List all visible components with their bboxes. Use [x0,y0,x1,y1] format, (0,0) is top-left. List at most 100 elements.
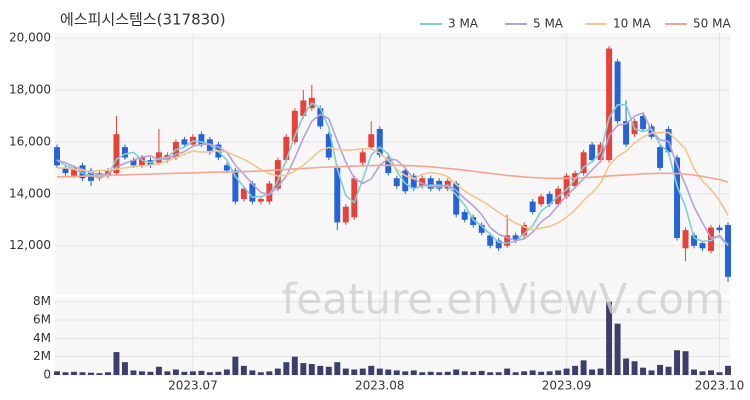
candle-body [300,100,307,117]
volume-bar [461,371,468,375]
candle-body [716,227,723,231]
candle-body [708,227,714,251]
volume-bar [274,368,281,375]
volume-bar [589,369,596,375]
y-tick-label: 16,000 [9,134,51,148]
volume-bar [138,371,145,375]
legend-label: 10 MA [613,17,651,31]
volume-bar [223,369,230,375]
volume-bar [563,368,570,375]
candle-body [504,235,511,246]
volume-bar [300,363,307,375]
candle-body [682,230,689,249]
candle-body [54,147,60,166]
candle-body [368,134,375,148]
candle-body [453,183,460,215]
volume-bar [376,368,383,375]
volume-bar [164,371,171,375]
y-tick-label: 2M [33,349,51,363]
volume-bar [648,370,655,375]
watermark: feature.enViewV.com [282,275,725,324]
candle-body [657,147,664,168]
candle-body [240,188,247,200]
candle-body [181,139,188,145]
volume-bar [104,372,111,375]
candle-body [393,178,400,187]
candle-body [283,136,290,161]
y-tick-label: 0 [43,368,51,382]
candle-body [113,134,120,174]
candle-body [580,152,587,174]
volume-bar [79,372,86,375]
candle-body [419,178,426,187]
candle-body [291,110,298,142]
candle-body [155,152,162,163]
candle-body [691,235,697,246]
volume-bar [631,361,638,375]
volume-bar [325,366,332,375]
volume-bar [546,371,553,375]
candle-body [563,175,570,197]
volume-bar [283,362,290,375]
volume-bar [54,371,60,375]
candle-body [223,165,230,171]
candle-body [478,224,485,233]
volume-bar [266,371,273,375]
volume-bar [198,370,205,375]
volume-bar [504,368,511,375]
candle-body [529,201,536,212]
candle-body [640,116,647,129]
volume-bar [614,323,621,375]
volume-bar [572,365,579,375]
volume-bar [640,367,647,375]
candle-body [606,48,613,161]
volume-bar [147,371,154,375]
y-tick-label: 14,000 [9,186,51,200]
volume-bar [444,371,451,375]
x-tick-label: 2023.07 [168,379,218,393]
volume-bar [606,301,613,375]
volume-bar [155,366,162,375]
candle-body [487,235,494,246]
x-tick-label: 2023.10 [695,379,745,393]
candle-body [470,217,477,225]
y-tick-label: 6M [33,313,51,327]
volume-bar [725,365,731,375]
y-tick-label: 18,000 [9,83,51,97]
volume-bar [555,370,562,375]
x-tick-label: 2023.08 [355,379,405,393]
volume-bar [657,364,664,375]
volume-bar [495,372,502,375]
volume-bar [359,368,366,375]
candle-body [274,160,281,189]
candle-body [538,196,545,205]
volume-bar [130,370,137,375]
candle-body [121,147,128,158]
volume-bar [206,372,213,375]
volume-bar [623,358,630,375]
candle-body [725,224,731,277]
x-tick-label: 2023.09 [542,379,592,393]
volume-bar [291,356,298,375]
ma-line [56,101,729,246]
volume-bar [351,369,358,375]
volume-bar [521,371,528,375]
volume-bar [580,360,587,375]
legend-label: 50 MA [693,17,731,31]
volume-bar [470,371,477,375]
legend-label: 3 MA [448,17,479,31]
candle-body [427,178,434,189]
volume-bar [113,352,120,375]
candle-body [71,167,77,176]
volume-bar [487,372,494,375]
volume-bar [665,366,672,375]
volume-bar [317,365,324,375]
candle-body [138,157,145,166]
volume-bar [249,370,256,375]
candle-body [257,199,264,202]
volume-bar [232,356,239,375]
candle-body [521,224,528,236]
candle-body [325,134,332,158]
candle-body [351,178,358,218]
